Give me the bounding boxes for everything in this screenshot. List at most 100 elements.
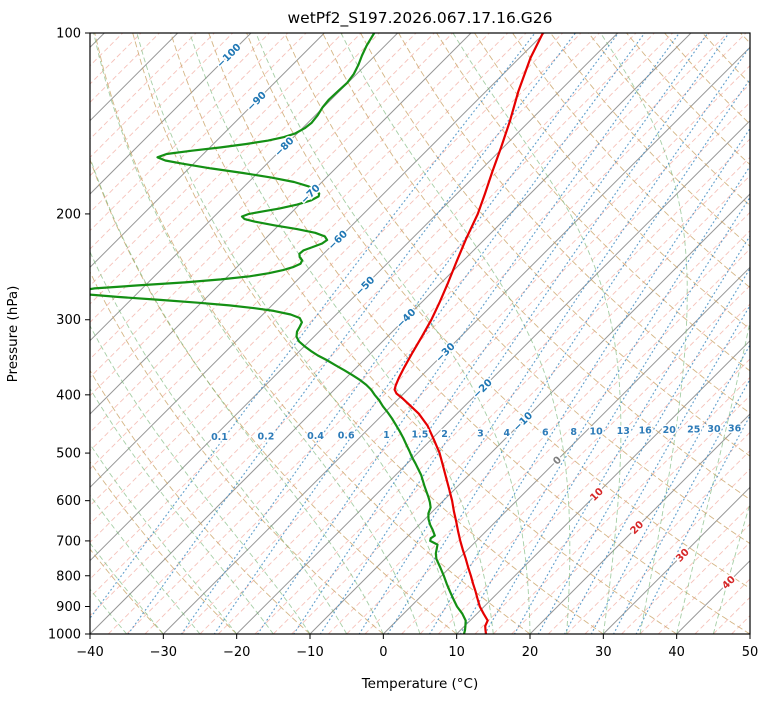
mixing-ratio-label: 16: [639, 426, 653, 437]
isotherm-line: [90, 33, 692, 634]
mixing-ratio-line: [90, 33, 536, 620]
mixing-ratio-line: [590, 343, 750, 634]
y-tick-label: 400: [56, 388, 81, 403]
dry-adiabat-line: [170, 33, 677, 634]
dry-adiabat-line: [208, 33, 750, 634]
x-tick-label: −40: [76, 645, 103, 660]
minor-isotherm-line: [731, 615, 750, 634]
isotherm-line: [529, 413, 750, 634]
isotherm-line: [90, 33, 545, 489]
mixing-ratio-line: [180, 33, 619, 634]
moist-adiabat-line: [712, 502, 750, 634]
minor-isotherm-line: [273, 156, 750, 634]
minor-isotherm-line: [218, 101, 750, 634]
minor-isotherm-line: [90, 33, 453, 397]
minor-isotherm-line: [90, 33, 288, 232]
mixing-ratio-line: [213, 33, 646, 634]
x-tick-label: 30: [595, 645, 612, 660]
mixing-ratio-line: [635, 414, 750, 634]
dry-adiabat-line: [90, 369, 311, 634]
dry-adiabats: [90, 33, 750, 634]
mixing-ratio-line: [257, 33, 680, 634]
isotherm-label: −100: [215, 42, 243, 70]
mixing-ratio-label: 25: [687, 425, 700, 436]
minor-isotherm-line: [90, 33, 637, 580]
mixing-ratio-label: 1: [383, 430, 390, 441]
dry-adiabat-line: [626, 33, 750, 166]
minor-isotherm-line: [108, 33, 710, 634]
dry-adiabat-line: [436, 33, 750, 372]
x-tick-label: −20: [223, 645, 250, 660]
moist-adiabats: [90, 33, 750, 634]
x-tick-label: 40: [668, 645, 685, 660]
minor-isotherm-line: [713, 596, 750, 634]
minor-isotherm-line: [90, 33, 490, 433]
isotherm-line: [162, 46, 750, 634]
minor-isotherm-line: [181, 65, 750, 634]
minor-isotherm-line: [90, 33, 380, 323]
minor-isotherm-line: [90, 33, 307, 250]
x-tick-label: −10: [296, 645, 323, 660]
minor-isotherm-line: [90, 33, 343, 287]
minor-isotherm-line: [90, 33, 508, 452]
minor-isotherms: [90, 33, 750, 634]
dry-adiabat-line: [550, 33, 750, 247]
minor-isotherm-line: [328, 211, 750, 634]
isotherm-label: 30: [674, 547, 692, 565]
x-tick-label: −30: [150, 645, 177, 660]
isotherm-line: [456, 339, 750, 634]
minor-isotherm-line: [658, 541, 750, 634]
plot-frame: [89, 32, 751, 635]
minor-isotherm-line: [401, 285, 750, 634]
mixing-ratio-label: 0.2: [258, 432, 275, 443]
minor-isotherm-line: [90, 33, 673, 617]
minor-isotherm-line: [90, 33, 600, 543]
minor-isotherm-line: [144, 33, 747, 634]
y-tick-label: 200: [56, 207, 81, 222]
isotherm-line: [90, 33, 179, 122]
y-axis-title: Pressure (hPa): [5, 286, 21, 383]
minor-isotherm-line: [90, 33, 197, 140]
minor-isotherm-line: [438, 321, 750, 634]
mixing-ratio-label: 2: [441, 429, 448, 440]
dry-adiabat-line: [474, 33, 750, 330]
minor-isotherm-line: [90, 33, 417, 360]
chart-title: wetPf2_S197.2026.067.17.16.G26: [288, 9, 553, 28]
y-axis-ticks: 100 200 300 400 500 600 700 800 900 1000: [48, 27, 90, 643]
axes-layer: −40 −30 −20 −10 0 10 20 30 40 5010020030040050060…: [48, 27, 758, 661]
mixing-ratio-line: [564, 304, 750, 634]
dry-adiabat-line: [740, 33, 750, 44]
minor-isotherm-line: [566, 450, 750, 634]
mixing-ratio-label: 0.6: [338, 431, 355, 442]
dry-adiabat-line: [90, 461, 238, 634]
minor-isotherm-line: [90, 33, 563, 507]
x-tick-label: 0: [379, 645, 387, 660]
x-tick-label: 10: [448, 645, 465, 660]
x-tick-label: 20: [522, 645, 539, 660]
dry-adiabat-line: [246, 33, 750, 589]
minor-isotherm-line: [90, 33, 655, 598]
y-tick-label: 600: [56, 494, 81, 509]
temperature-curve: [393, 33, 544, 634]
minor-isotherm-line: [291, 175, 750, 634]
mixing-ratio-line: [459, 165, 750, 634]
moist-adiabat-line: [90, 156, 384, 634]
mixing-ratio-label: 8: [570, 427, 577, 438]
profile-curves-layer: [90, 33, 544, 634]
mixing-ratio-labels: 0.1 0.2 0.4 0.6 1 1.5 2 3 4 6 8 10 13 16 20 25 30 36: [210, 422, 744, 445]
isotherm-line: [749, 633, 750, 634]
mixing-ratio-line: [358, 45, 750, 634]
inline-labels-layer: −100−90−80−70−60−50−40−30−20−10010203040…: [210, 40, 744, 593]
isotherm-label: −50: [354, 275, 378, 299]
mixing-ratio-label: 0.1: [211, 432, 228, 443]
isotherm-line: [90, 33, 325, 269]
moist-adiabat-line: [340, 33, 571, 634]
minor-isotherm-line: [90, 33, 270, 213]
y-tick-label: 100: [56, 27, 81, 42]
mixing-ratio-line: [387, 78, 750, 634]
moist-adiabat-line: [90, 324, 311, 634]
moist-adiabat-line: [255, 33, 531, 634]
isotherm-label: 0: [551, 455, 564, 468]
dry-adiabat-line: [322, 33, 750, 501]
